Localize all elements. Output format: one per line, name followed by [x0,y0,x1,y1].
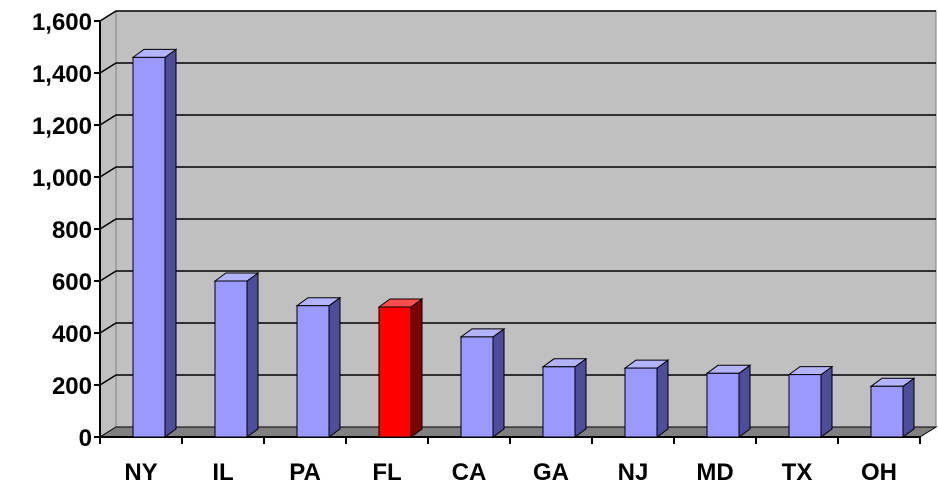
gridline [99,166,936,178]
bar-pa [295,296,342,438]
gridlines [99,10,936,386]
bar-ca [459,327,506,438]
bar-tx [787,365,834,438]
x-tick-label: GA [533,459,569,486]
x-tick-label: FL [372,459,401,486]
bar-side [738,364,751,438]
x-tick-label: PA [289,459,321,486]
y-tick-label: 0 [79,425,92,452]
bar-side [328,296,341,438]
bar-front [132,56,166,438]
x-tick-label: OH [861,459,897,486]
bar-oh [869,377,916,438]
y-tick-label: 200 [52,373,92,400]
gridline [99,114,936,126]
gridline [99,62,936,74]
bar-front [624,367,658,438]
bar-il [213,272,260,438]
bar-side [656,359,669,438]
bar-nj [623,359,670,438]
x-tick-label: MD [696,459,733,486]
y-tick-label: 1,400 [32,61,92,88]
x-axis-labels: NY IL PA FL CA GA NJ MD TX OH [99,437,921,486]
y-tick-label: 600 [52,269,92,296]
bar-front [542,366,576,438]
bar-side [902,377,915,438]
y-axis-ticks: 0 200 400 600 800 1,000 1,200 1,400 1,600 [32,9,100,452]
x-tick-label: TX [782,459,813,486]
bar-side [574,357,587,438]
bar-fl [377,298,424,438]
gridline [99,270,936,282]
bar-side [164,48,177,438]
bar-side [246,272,259,438]
bar-front [870,385,904,438]
x-tick-label: CA [452,459,487,486]
gridline [99,10,936,22]
y-tick-label: 1,000 [32,165,92,192]
gridline [99,218,936,230]
bar-ny [131,48,178,438]
x-tick-label: NJ [618,459,649,486]
y-tick-label: 400 [52,321,92,348]
bar-md [705,364,752,438]
bar-front [706,372,740,438]
bar-front [460,336,494,438]
y-tick-label: 1,600 [32,9,92,36]
bar-front [296,305,330,438]
bar-front [214,280,248,438]
bar-ga [541,357,588,438]
y-tick-label: 800 [52,217,92,244]
x-tick-label: NY [124,459,157,486]
y-tick-label: 1,200 [32,113,92,140]
x-tick-label: IL [212,459,233,486]
bar-side [492,327,505,438]
bars [131,48,916,438]
bar-front [378,306,412,438]
bar-front [788,374,822,438]
bar-side [820,365,833,438]
gridline [99,322,936,334]
bar-side [410,298,423,438]
